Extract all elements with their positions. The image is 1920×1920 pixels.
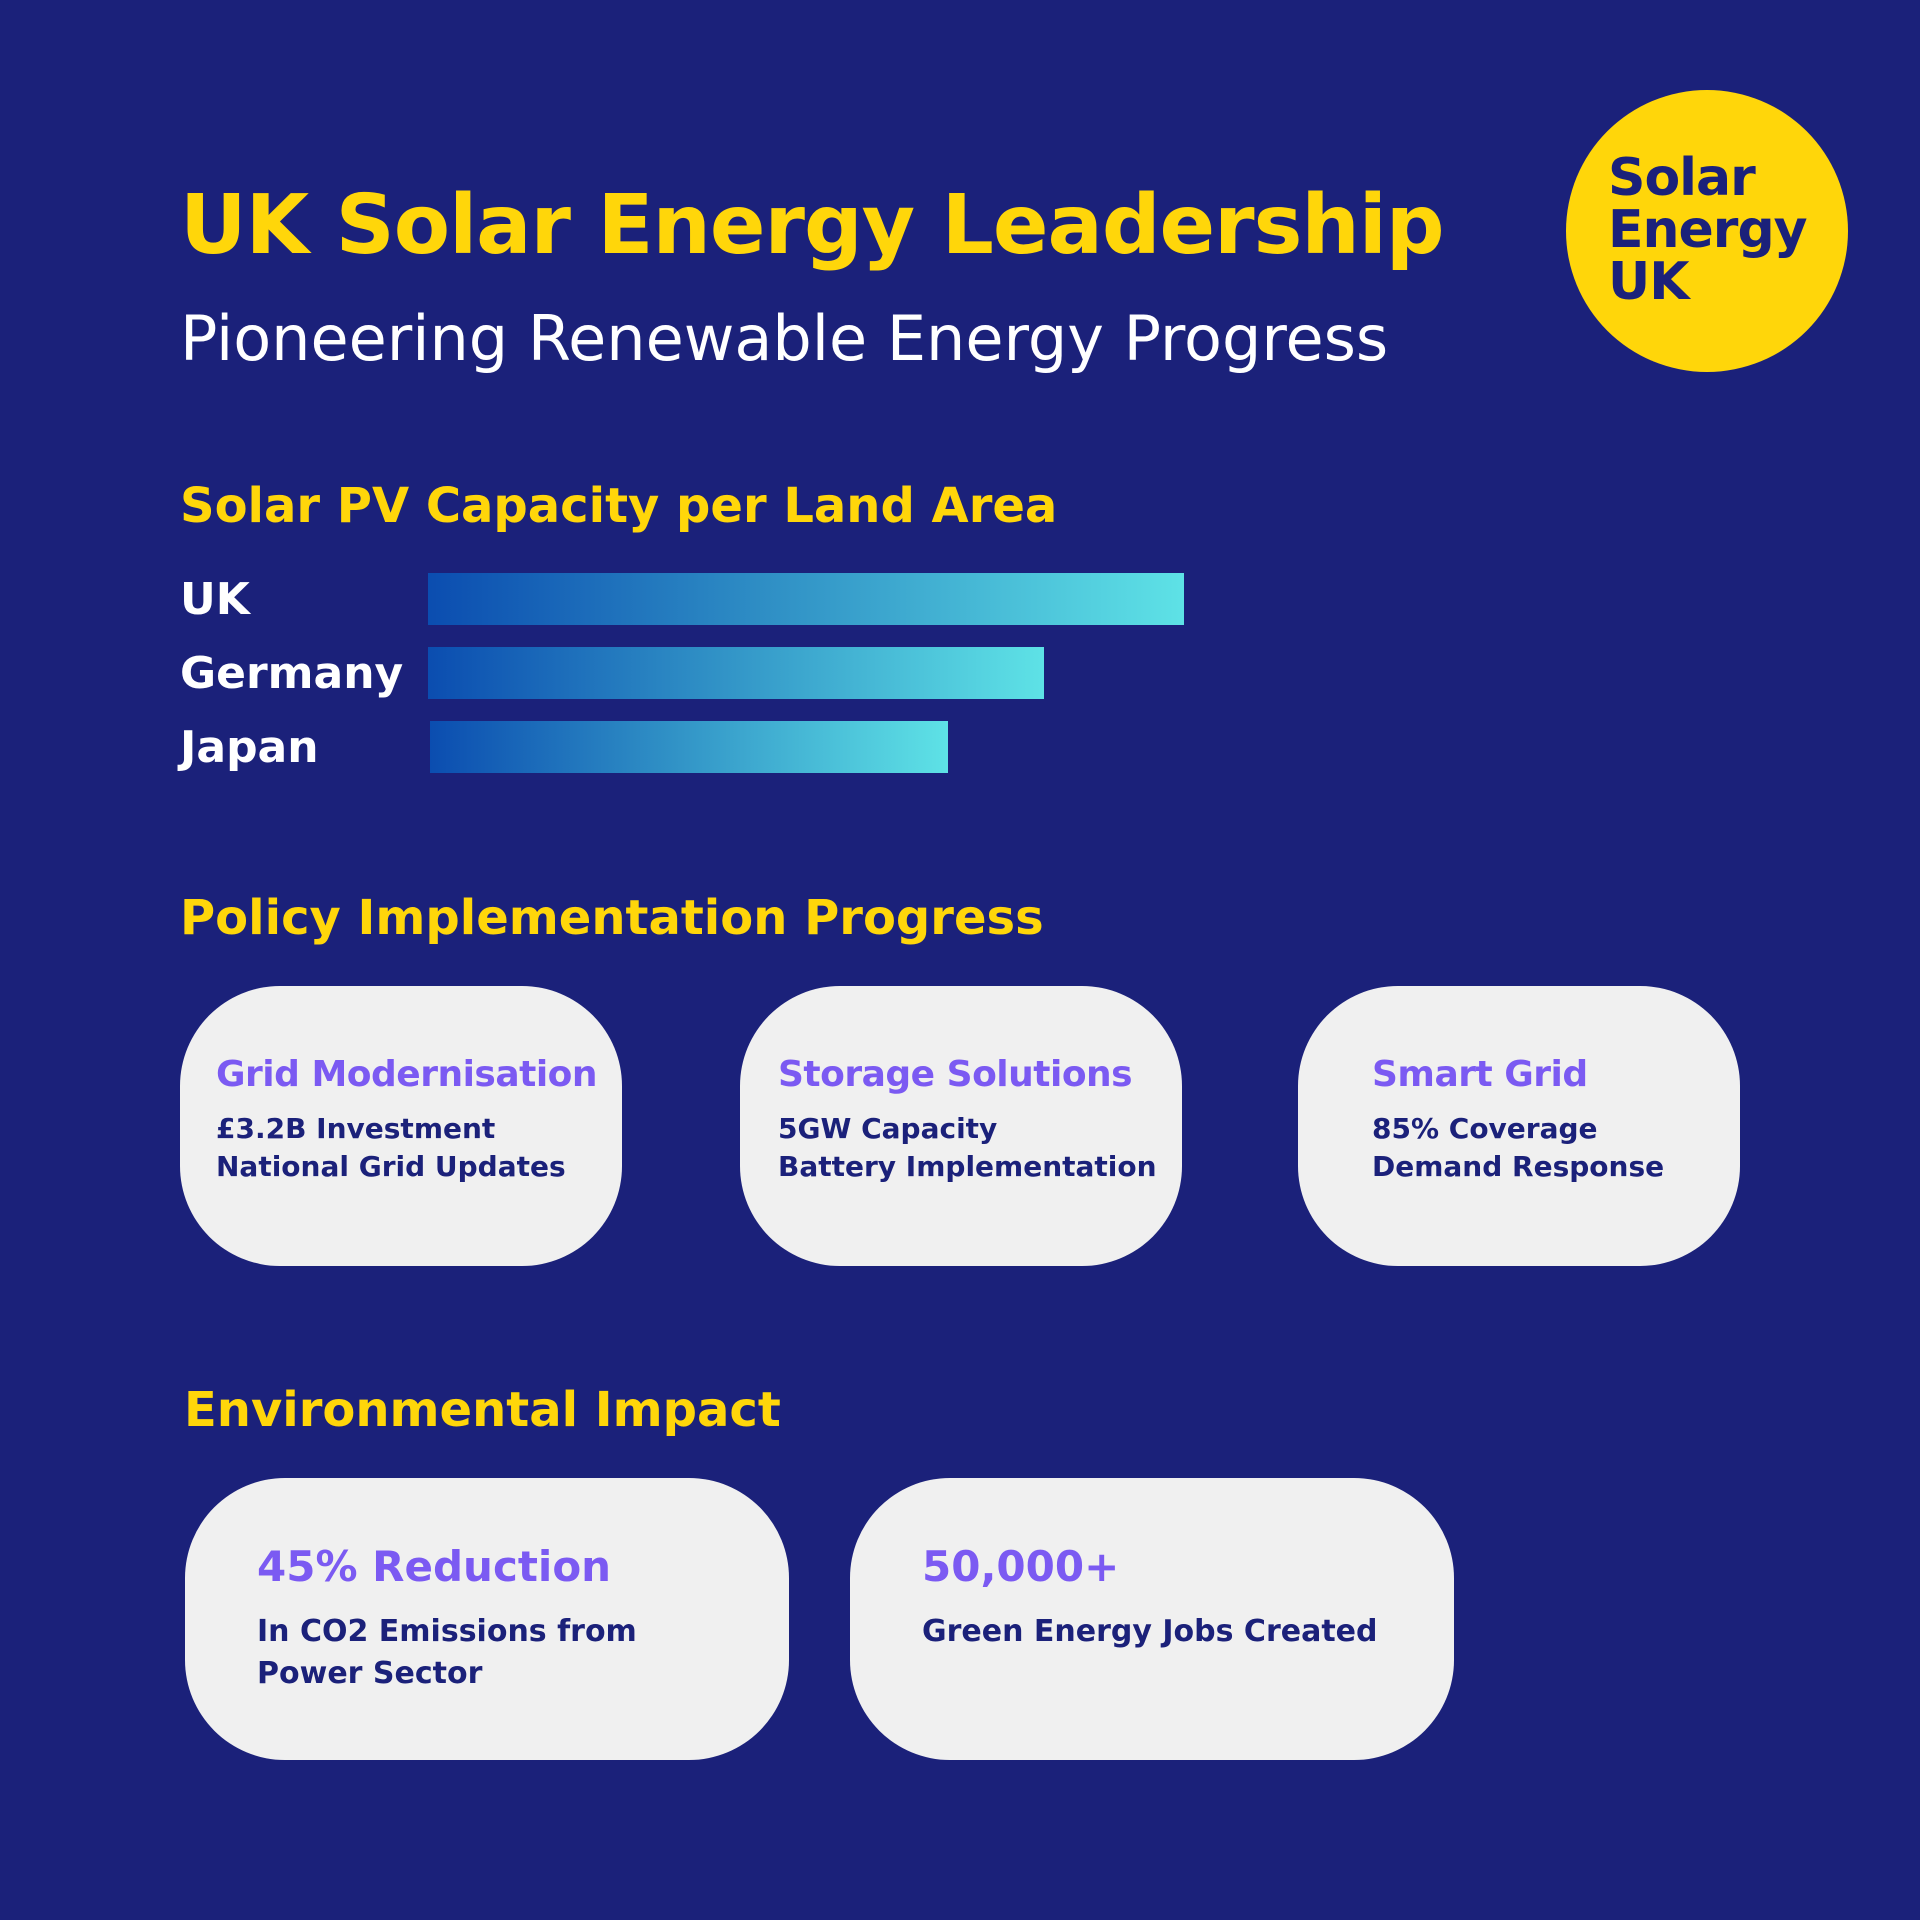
card-line: £3.2B Investment <box>216 1112 496 1145</box>
impact-card-green-jobs: 50,000+ Green Energy Jobs Created <box>850 1478 1454 1760</box>
policy-card-storage-solutions: Storage Solutions 5GW Capacity Battery I… <box>740 986 1182 1266</box>
card-line: National Grid Updates <box>216 1150 566 1183</box>
impact-card-co2-reduction: 45% Reduction In CO2 Emissions from Powe… <box>185 1478 789 1760</box>
environment-heading: Environmental Impact <box>184 1382 781 1438</box>
policy-card-smart-grid: Smart Grid 85% Coverage Demand Response <box>1298 986 1740 1266</box>
logo-line-1: Solar <box>1608 148 1756 208</box>
policy-card-grid-modernisation: Grid Modernisation £3.2B Investment Nati… <box>180 986 622 1266</box>
policy-heading: Policy Implementation Progress <box>180 890 1044 946</box>
bar-uk <box>428 573 1184 625</box>
page-subtitle: Pioneering Renewable Energy Progress <box>180 302 1389 375</box>
bar-japan <box>430 721 948 773</box>
impact-title: 45% Reduction <box>257 1542 612 1591</box>
solar-energy-uk-logo: Solar Energy UK <box>1566 90 1848 372</box>
bar-label-germany: Germany <box>180 648 404 699</box>
logo-line-2: Energy <box>1608 200 1808 260</box>
card-title: Grid Modernisation <box>216 1054 598 1095</box>
bar-germany <box>428 647 1044 699</box>
card-title: Smart Grid <box>1372 1054 1588 1095</box>
card-line: 5GW Capacity <box>778 1112 998 1145</box>
page-title: UK Solar Energy Leadership <box>180 178 1445 273</box>
capacity-heading: Solar PV Capacity per Land Area <box>180 478 1058 534</box>
card-line: Battery Implementation <box>778 1150 1157 1183</box>
bar-label-uk: UK <box>180 574 250 625</box>
card-line: 85% Coverage <box>1372 1112 1598 1145</box>
impact-line: In CO2 Emissions from <box>257 1614 637 1649</box>
impact-title: 50,000+ <box>922 1542 1120 1591</box>
bar-label-japan: Japan <box>180 722 319 773</box>
card-line: Demand Response <box>1372 1150 1665 1183</box>
card-title: Storage Solutions <box>778 1054 1133 1095</box>
impact-line: Power Sector <box>257 1656 483 1691</box>
impact-line: Green Energy Jobs Created <box>922 1614 1378 1649</box>
logo-line-3: UK <box>1608 252 1690 312</box>
